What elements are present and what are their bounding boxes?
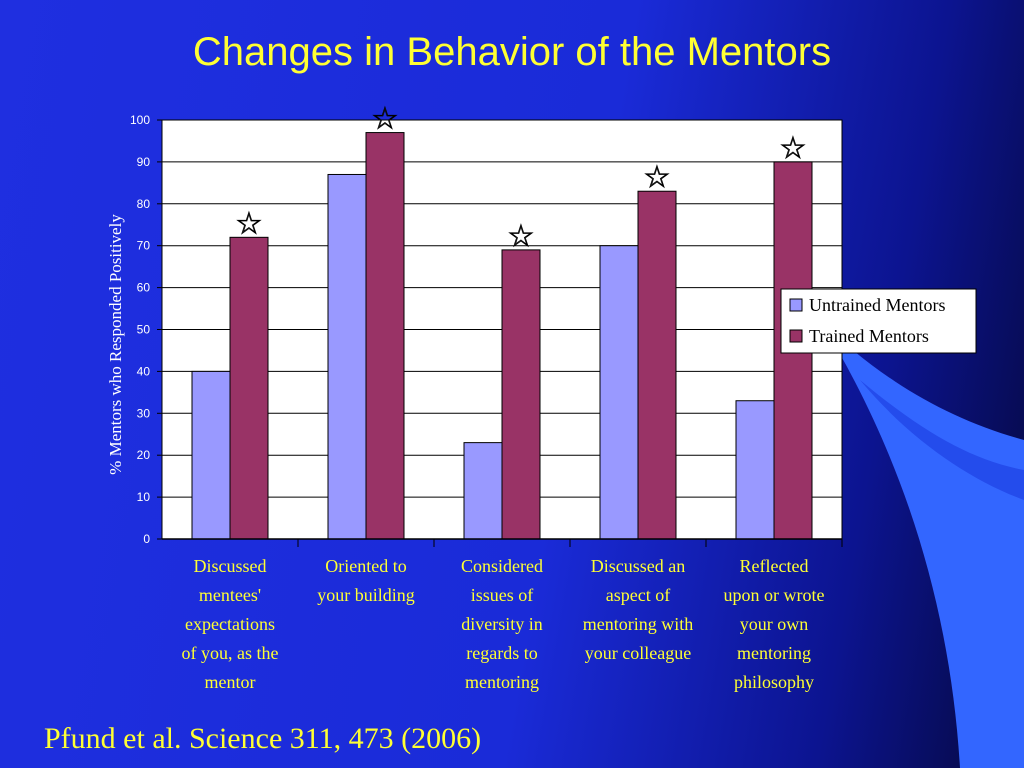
category-label-line: Reflected xyxy=(740,556,809,576)
legend-box xyxy=(780,288,977,354)
y-tick-label: 60 xyxy=(137,281,151,295)
y-tick-label: 100 xyxy=(130,113,150,127)
category-label-line: Discussed xyxy=(194,556,267,576)
bar-untrained xyxy=(463,442,503,540)
category-label-line: mentor xyxy=(205,672,256,692)
category-label-line: mentoring xyxy=(737,643,811,663)
citation: Pfund et al. Science 311, 473 (2006) xyxy=(44,722,482,755)
legend-label: Untrained Mentors xyxy=(809,295,945,315)
y-tick-label: 10 xyxy=(137,490,151,504)
category-label: Discussed mentees' expectations of you, as … xyxy=(182,556,279,692)
category-label-line: philosophy xyxy=(734,672,814,692)
category-label: Discussed an aspect of mentoring with your … xyxy=(583,556,694,663)
legend-swatch xyxy=(789,298,803,312)
bar-trained xyxy=(501,249,541,540)
y-tick-label: 50 xyxy=(137,323,151,337)
category-label-line: expectations xyxy=(185,614,275,634)
slide-title: Changes in Behavior of the Mentors xyxy=(192,30,832,74)
category-label-line: diversity in xyxy=(461,614,543,634)
y-tick-label: 40 xyxy=(137,364,151,378)
bar-trained xyxy=(637,190,677,540)
legend-label: Trained Mentors xyxy=(809,326,929,346)
bar-untrained xyxy=(599,245,639,540)
y-tick-label: 30 xyxy=(137,406,151,420)
category-label-line: mentees' xyxy=(199,585,261,605)
category-label-line: mentoring with xyxy=(583,614,694,634)
bar-untrained xyxy=(327,173,367,540)
y-tick-label: 80 xyxy=(137,197,151,211)
significance-star: ☆ xyxy=(508,219,535,254)
bar-untrained xyxy=(735,400,775,540)
bar-trained xyxy=(365,132,405,540)
legend: Untrained Mentors Trained Mentors xyxy=(780,288,977,354)
y-tick-label: 90 xyxy=(137,155,151,169)
category-label-line: Oriented to xyxy=(325,556,406,576)
legend-swatch xyxy=(789,329,803,343)
significance-star: ☆ xyxy=(780,131,807,166)
category-label-line: Discussed an xyxy=(591,556,685,576)
category-label: Considered issues of diversity in regards t… xyxy=(461,556,543,692)
decorative-swoosh xyxy=(820,320,1024,768)
decorative-swoosh-shadow xyxy=(860,380,1024,500)
significance-star: ☆ xyxy=(644,160,671,195)
bar-untrained xyxy=(191,370,231,540)
y-tick-label: 70 xyxy=(137,239,151,253)
y-tick-label: 20 xyxy=(137,448,151,462)
category-label-line: mentoring xyxy=(465,672,539,692)
category-label: Oriented to your building xyxy=(317,556,415,605)
category-label-line: upon or wrote xyxy=(724,585,825,605)
category-label-line: your colleague xyxy=(585,643,691,663)
category-label-line: regards to xyxy=(466,643,537,663)
category-label-line: your building xyxy=(317,585,415,605)
bar-trained xyxy=(229,236,269,540)
y-tick-label: 0 xyxy=(143,532,150,546)
category-label-line: issues of xyxy=(471,585,534,605)
category-label-line: your own xyxy=(740,614,809,634)
category-label-line: aspect of xyxy=(606,585,670,605)
category-label-line: Considered xyxy=(461,556,543,576)
category-label: Reflected upon or wrote your own mentoring p… xyxy=(724,556,825,692)
significance-star: ☆ xyxy=(236,206,263,241)
category-label-line: of you, as the xyxy=(182,643,279,663)
y-axis-label: % Mentors who Responded Positively xyxy=(106,214,125,475)
significance-star: ☆ xyxy=(372,102,399,137)
